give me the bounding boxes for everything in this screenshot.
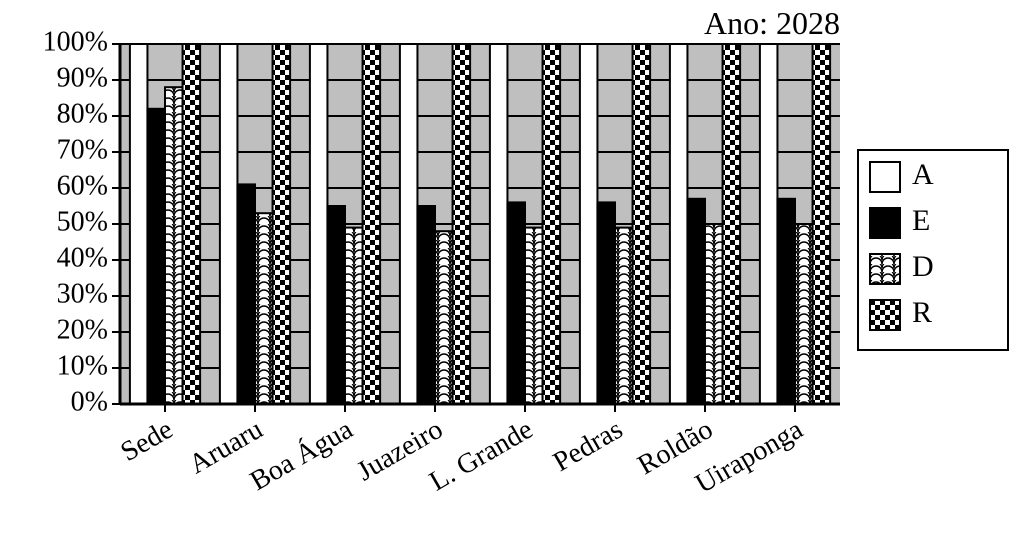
bar-D xyxy=(615,228,633,404)
bar-A xyxy=(220,44,238,404)
legend-swatch-A xyxy=(870,162,900,192)
bar-A xyxy=(580,44,598,404)
bar-chart: 0%10%20%30%40%50%60%70%80%90%100%SedeAru… xyxy=(0,0,1024,539)
legend-label-R: R xyxy=(912,296,932,329)
bar-A xyxy=(130,44,148,404)
bar-D xyxy=(435,231,453,404)
legend-label-A: A xyxy=(912,158,934,191)
bar-R xyxy=(813,44,831,404)
y-tick-label: 0% xyxy=(71,386,108,417)
y-tick-label: 50% xyxy=(57,206,108,237)
bar-D xyxy=(795,224,813,404)
bar-A xyxy=(670,44,688,404)
bar-D xyxy=(525,228,543,404)
bar-R xyxy=(723,44,741,404)
bar-E xyxy=(147,109,165,404)
legend-swatch-E xyxy=(870,208,900,238)
bar-A xyxy=(310,44,328,404)
category-label: Sede xyxy=(115,414,178,468)
chart-title: Ano: 2028 xyxy=(704,5,840,41)
bar-D xyxy=(255,213,273,404)
y-tick-label: 30% xyxy=(57,278,108,309)
y-tick-label: 70% xyxy=(57,134,108,165)
y-tick-label: 40% xyxy=(57,242,108,273)
legend-swatch-R xyxy=(870,300,900,330)
bar-E xyxy=(507,202,525,404)
category-label: Pedras xyxy=(548,414,628,478)
bar-R xyxy=(273,44,291,404)
bar-A xyxy=(400,44,418,404)
y-tick-label: 80% xyxy=(57,98,108,129)
y-tick-label: 90% xyxy=(57,62,108,93)
bar-D xyxy=(165,87,183,404)
y-tick-label: 20% xyxy=(57,314,108,345)
bar-D xyxy=(345,228,363,404)
legend-label-D: D xyxy=(912,250,934,283)
bar-R xyxy=(543,44,561,404)
bar-A xyxy=(760,44,778,404)
y-tick-label: 60% xyxy=(57,170,108,201)
y-tick-label: 100% xyxy=(43,26,108,57)
chart-container: 0%10%20%30%40%50%60%70%80%90%100%SedeAru… xyxy=(0,0,1024,539)
bar-E xyxy=(237,184,255,404)
legend-label-E: E xyxy=(912,204,930,237)
bar-E xyxy=(597,202,615,404)
category-label: Boa Água xyxy=(245,414,359,498)
bar-R xyxy=(363,44,381,404)
bar-R xyxy=(453,44,471,404)
y-tick-label: 10% xyxy=(57,350,108,381)
bar-A xyxy=(490,44,508,404)
bar-E xyxy=(777,199,795,404)
legend-swatch-D xyxy=(870,254,900,284)
bar-E xyxy=(327,206,345,404)
bar-E xyxy=(417,206,435,404)
bar-R xyxy=(633,44,651,404)
category-label: L. Grande xyxy=(424,414,538,498)
bar-D xyxy=(705,224,723,404)
bar-E xyxy=(687,199,705,404)
bar-R xyxy=(183,44,201,404)
